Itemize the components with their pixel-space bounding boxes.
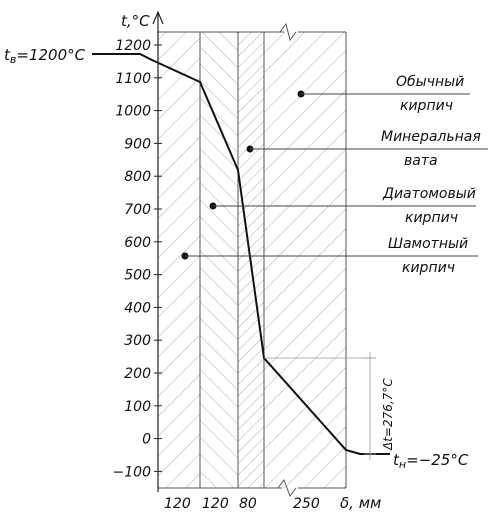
label-fireclay-brick-2: кирпич	[402, 260, 455, 276]
y-tick-label: 300	[124, 333, 151, 349]
y-axis-ticks: 1200110010009008007006005004003002001000…	[113, 38, 162, 480]
y-tick-label: 200	[124, 366, 151, 382]
x-axis-title: δ, мм	[340, 494, 381, 512]
y-axis-title: t,°C	[121, 12, 150, 30]
y-tick-label: 0	[142, 432, 151, 448]
y-tick-label: 1200	[115, 38, 151, 54]
thickness-mineral-wool: 80	[239, 496, 257, 512]
label-ordinary-brick-2: кирпич	[400, 98, 453, 114]
layer-fireclay-brick	[158, 32, 200, 488]
outer-temperature-label: tн=−25°C	[393, 451, 469, 471]
y-tick-label: −100	[113, 464, 152, 480]
layer-ordinary-brick	[264, 32, 346, 488]
y-tick-label: 800	[124, 169, 151, 185]
label-diatomite-brick-2: кирпич	[405, 210, 458, 226]
y-tick-label: 1100	[115, 71, 151, 87]
label-mineral-wool-2: вата	[404, 153, 438, 169]
label-fireclay-brick-1: Шамотный	[388, 236, 468, 252]
delta-t-label: Δt=276,7°C	[381, 378, 395, 451]
layer-leaders: Обычный кирпич Минеральная вата Диатомов…	[181, 74, 488, 276]
label-mineral-wool-1: Минеральная	[381, 129, 481, 145]
y-tick-label: 100	[124, 399, 151, 415]
y-tick-label: 700	[124, 202, 151, 218]
break-mark-top	[279, 22, 297, 42]
y-tick-label: 600	[124, 235, 151, 251]
break-mark-bottom	[277, 478, 297, 498]
wall-layers	[157, 22, 347, 498]
label-ordinary-brick-1: Обычный	[396, 74, 464, 90]
layer-diatomite-brick	[200, 32, 238, 488]
delta-t-dimension: Δt=276,7°C	[264, 352, 395, 460]
label-diatomite-brick-1: Диатомовый	[382, 186, 476, 202]
temperature-axis: t,°C 12001100100090080070060050040030020…	[113, 10, 164, 492]
y-tick-label: 1000	[115, 104, 151, 120]
y-tick-label: 900	[124, 136, 151, 152]
temperature-profile-line	[92, 53, 390, 455]
thickness-diatomite-brick: 120	[202, 496, 229, 512]
y-tick-label: 400	[124, 300, 151, 316]
y-tick-label: 500	[124, 268, 151, 284]
thickness-labels: 120 120 80 250 δ, мм	[164, 494, 381, 512]
thickness-fireclay-brick: 120	[164, 496, 191, 512]
y-axis-arrow	[152, 10, 164, 25]
thickness-ordinary-brick: 250	[293, 496, 320, 512]
inner-temperature-label: tв=1200°C	[4, 46, 86, 66]
